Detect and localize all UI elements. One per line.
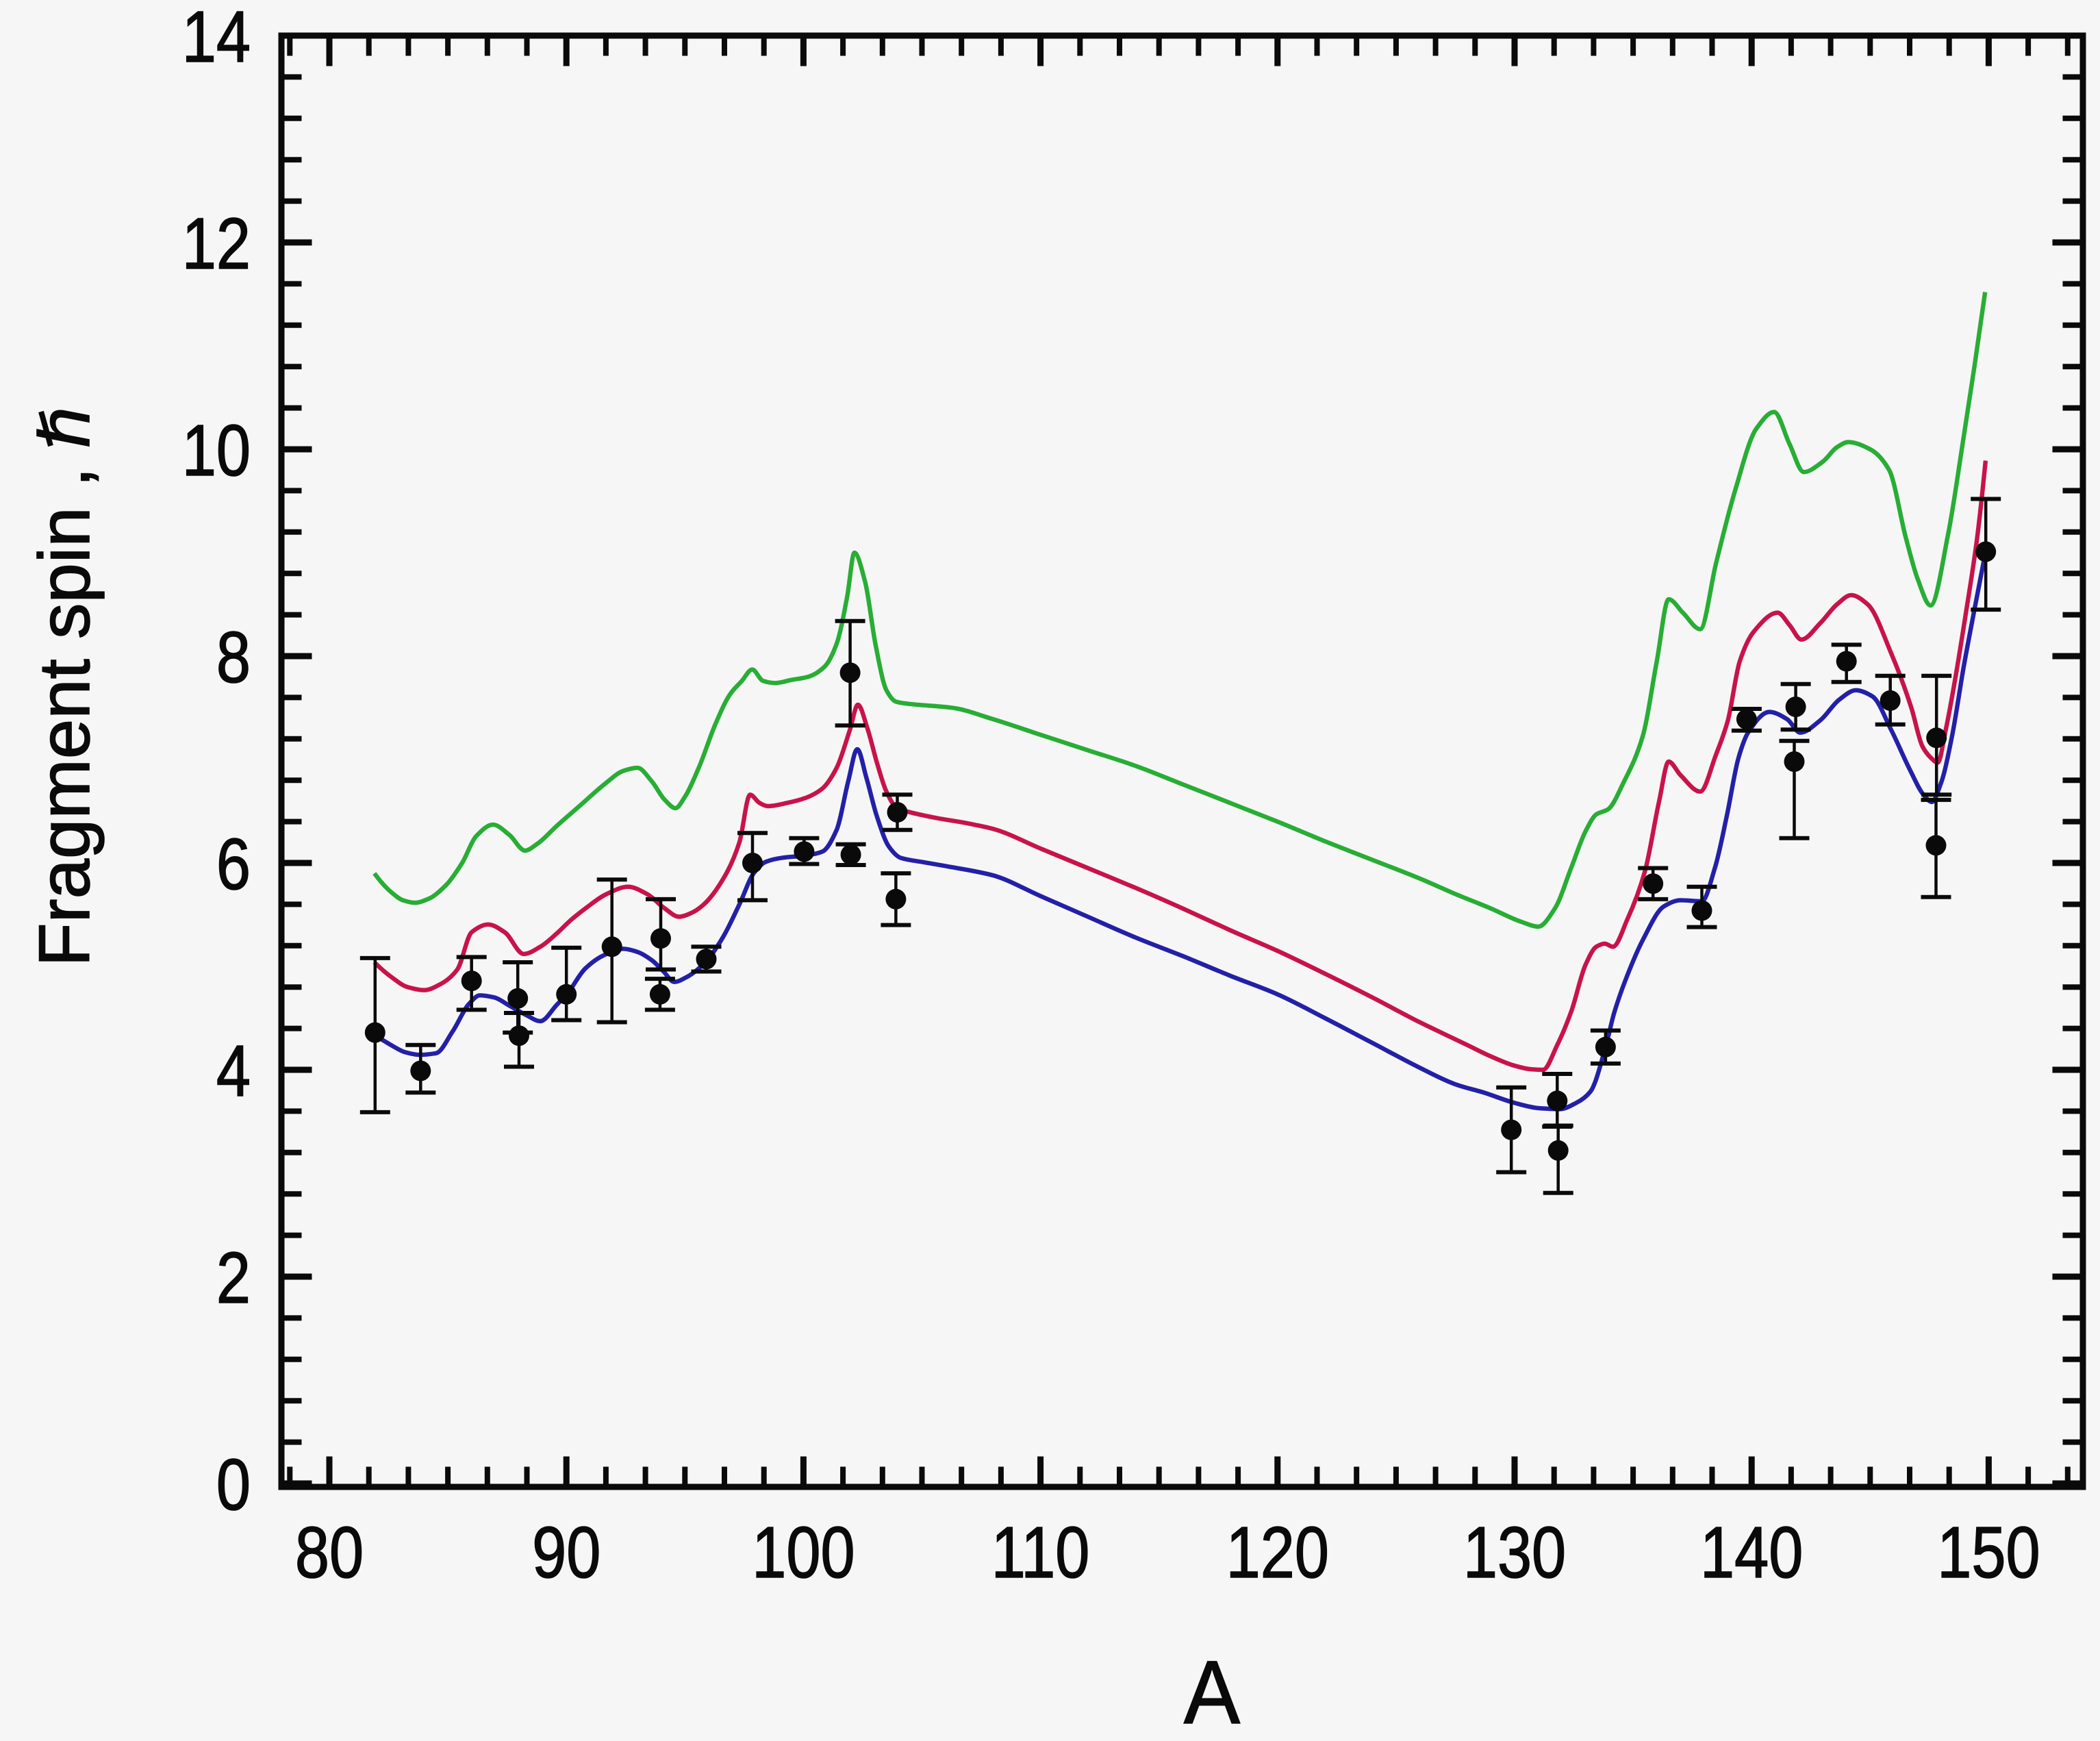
svg-text:2: 2: [216, 1237, 251, 1318]
svg-text:8: 8: [216, 616, 251, 698]
svg-text:150: 150: [1937, 1512, 2040, 1593]
svg-text:14: 14: [182, 0, 251, 77]
svg-text:4: 4: [216, 1030, 251, 1112]
svg-text:Fragment spin , h: Fragment spin , h: [25, 407, 105, 966]
svg-text:110: 110: [991, 1512, 1090, 1593]
svg-text:130: 130: [1463, 1512, 1566, 1593]
svg-text:0: 0: [216, 1444, 251, 1525]
svg-text:A: A: [1184, 1642, 1240, 1741]
svg-text:6: 6: [216, 823, 251, 905]
svg-text:100: 100: [752, 1512, 855, 1593]
svg-text:10: 10: [182, 410, 251, 491]
svg-text:120: 120: [1226, 1512, 1329, 1593]
svg-text:12: 12: [182, 203, 251, 284]
svg-text:90: 90: [532, 1512, 600, 1593]
svg-text:80: 80: [295, 1512, 364, 1593]
svg-text:140: 140: [1700, 1512, 1803, 1593]
